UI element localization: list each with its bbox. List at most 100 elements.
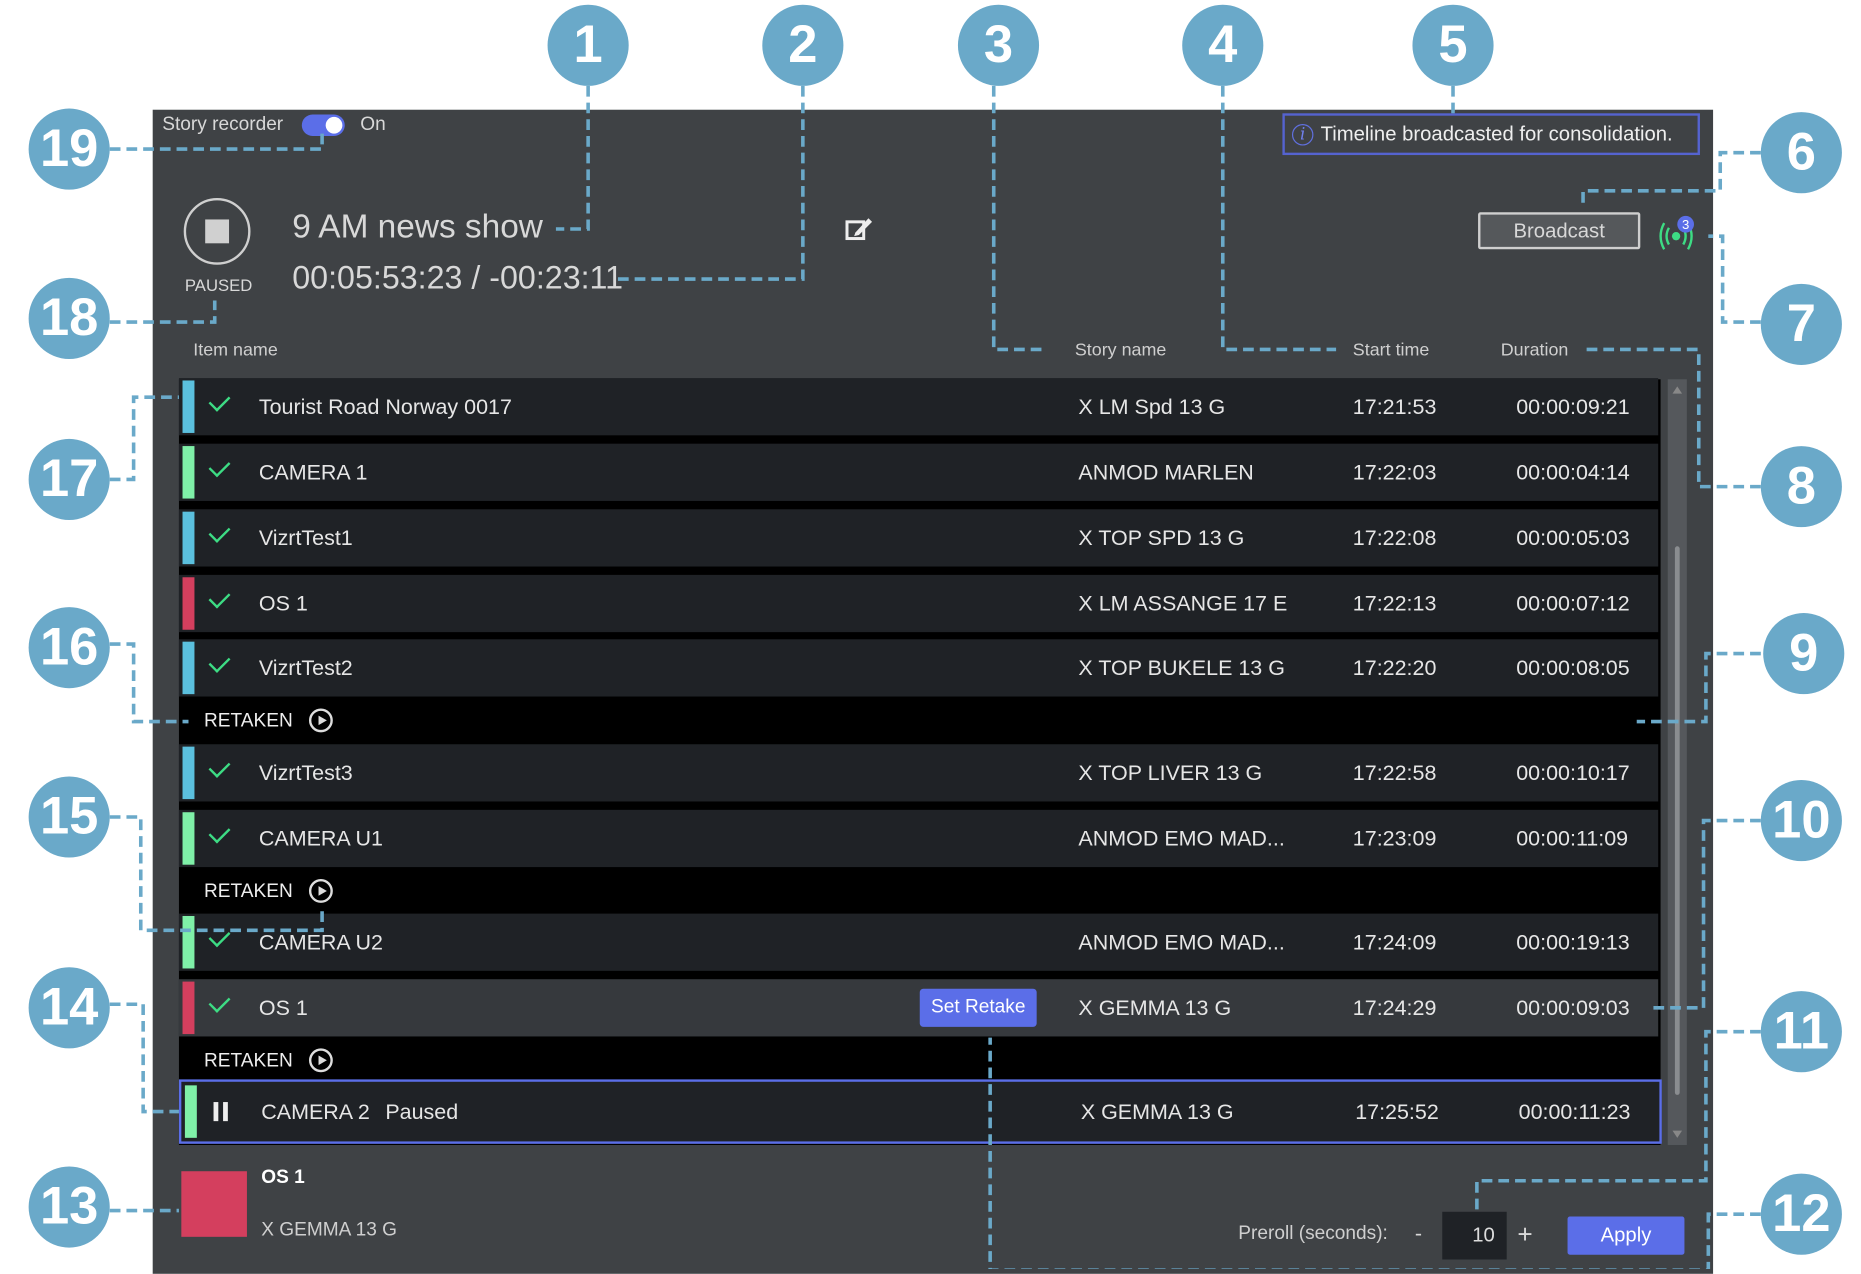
story-name: ANMOD MARLEN: [1078, 460, 1254, 485]
scroll-down-icon[interactable]: [1672, 1130, 1683, 1138]
preroll-decrement-button[interactable]: -: [1414, 1221, 1422, 1246]
callout-marker: 4: [1182, 4, 1264, 86]
item-color-bar: [182, 577, 195, 630]
story-name: X TOP LIVER 13 G: [1078, 760, 1263, 785]
list-item[interactable]: VizrtTest2 X TOP BUKELE 13 G 17:22:20 00:00…: [178, 639, 1659, 697]
item-name: OS 1: [258, 591, 308, 616]
start-time: 17:22:20: [1352, 655, 1437, 680]
callout-marker: 7: [1760, 283, 1842, 365]
item-name: VizrtTest1: [258, 525, 353, 550]
start-time: 17:21:53: [1352, 394, 1437, 419]
callout-marker: 3: [957, 4, 1040, 86]
scrollbar-thumb[interactable]: [1674, 546, 1680, 1095]
preroll-label: Preroll (seconds):: [1238, 1223, 1388, 1244]
play-icon[interactable]: [308, 1048, 333, 1073]
item-color-bar: [182, 915, 195, 969]
story-name: X LM Spd 13 G: [1078, 394, 1226, 419]
item-color-bar: [182, 641, 195, 695]
story-name: X GEMMA 13 G: [1078, 995, 1232, 1020]
duration: 00:00:09:21: [1516, 394, 1630, 419]
list-item[interactable]: OS 1 X LM ASSANGE 17 E 17:22:13 00:00:07:12: [178, 574, 1659, 633]
retaken-marker: RETAKEN: [179, 699, 1658, 744]
duration: 00:00:19:13: [1516, 930, 1630, 955]
item-name: CAMERA 2: [261, 1099, 370, 1124]
list-item[interactable]: CAMERA U1 ANMOD EMO MAD... 17:23:09 00:00:1…: [178, 809, 1659, 868]
play-icon[interactable]: [308, 879, 333, 903]
callout-marker: 1: [547, 4, 629, 86]
callout-marker: 5: [1412, 4, 1494, 86]
list-item[interactable]: Tourist Road Norway 0017 X LM Spd 13 G 17:…: [178, 378, 1659, 436]
item-color-bar: [182, 981, 195, 1035]
start-time: 17:22:03: [1352, 460, 1437, 485]
story-name: X TOP SPD 13 G: [1078, 525, 1245, 550]
callout-marker: 11: [1760, 991, 1842, 1073]
edit-icon[interactable]: [845, 215, 874, 244]
duration: 00:00:11:23: [1518, 1099, 1631, 1124]
callout-marker: 12: [1760, 1173, 1842, 1255]
item-color-bar: [182, 746, 195, 800]
list-item[interactable]: VizrtTest3 X TOP LIVER 13 G 17:22:58 00:00:…: [178, 744, 1659, 802]
callout-marker: 14: [28, 967, 110, 1049]
column-header-item-name[interactable]: Item name: [193, 339, 278, 361]
story-name: X GEMMA 13 G: [1080, 1099, 1234, 1124]
scroll-up-icon[interactable]: [1672, 386, 1683, 394]
pause-icon: [213, 1102, 219, 1122]
start-time: 17:22:08: [1352, 525, 1437, 550]
callout-marker: 2: [762, 4, 844, 86]
show-timecode: 00:05:53:23 / -00:23:11: [292, 260, 623, 296]
story-name: X LM ASSANGE 17 E: [1078, 591, 1288, 616]
show-title: 9 AM news show: [292, 207, 543, 245]
duration: 00:00:10:17: [1516, 760, 1630, 785]
preroll-increment-button[interactable]: +: [1517, 1218, 1533, 1249]
item-color-bar: [182, 812, 195, 865]
duration: 00:00:05:03: [1516, 525, 1630, 550]
apply-button[interactable]: Apply: [1567, 1216, 1685, 1255]
start-time: 17:23:09: [1352, 826, 1437, 851]
broadcast-button[interactable]: Broadcast: [1478, 212, 1641, 250]
list-item[interactable]: CAMERA 1 ANMOD MARLEN 17:22:03 00:00:04:14: [178, 443, 1659, 501]
duration: 00:00:07:12: [1516, 591, 1630, 616]
item-name: CAMERA 1: [258, 460, 368, 485]
column-header-duration[interactable]: Duration: [1500, 339, 1569, 361]
play-icon[interactable]: [308, 708, 333, 733]
info-icon: i: [1291, 123, 1314, 145]
stop-button[interactable]: [183, 197, 251, 265]
item-color-bar: [182, 446, 195, 499]
list-item[interactable]: VizrtTest1 X TOP SPD 13 G 17:22:08 00:00:05…: [178, 509, 1659, 567]
story-recorder-label: Story recorder: [162, 114, 284, 135]
start-time: 17:24:09: [1352, 930, 1437, 955]
column-header-story-name[interactable]: Story name: [1074, 339, 1167, 361]
item-status: Paused: [385, 1099, 459, 1124]
scrollbar[interactable]: [1667, 379, 1687, 1145]
duration: 00:00:09:03: [1516, 995, 1630, 1020]
toggle-state-label: On: [360, 114, 386, 135]
callout-marker: 17: [28, 438, 110, 521]
story-recorder-toggle[interactable]: [301, 114, 345, 136]
column-header-start-time[interactable]: Start time: [1352, 339, 1430, 361]
callout-marker: 18: [28, 277, 110, 360]
start-time: 17:22:58: [1352, 760, 1437, 785]
preroll-input[interactable]: 10: [1442, 1211, 1507, 1260]
callout-marker: 10: [1760, 780, 1842, 862]
callout-marker: 9: [1763, 613, 1845, 695]
duration: 00:00:08:05: [1516, 655, 1630, 680]
item-color-bar: [184, 1085, 197, 1138]
callout-marker: 16: [28, 607, 110, 689]
story-name: ANMOD EMO MAD...: [1078, 930, 1285, 955]
retaken-marker: RETAKEN: [179, 869, 1658, 914]
callout-marker: 8: [1760, 446, 1842, 528]
set-retake-button[interactable]: Set Retake: [919, 988, 1037, 1027]
list-item[interactable]: CAMERA U2 ANMOD EMO MAD... 17:24:09 00:00:1…: [178, 913, 1659, 971]
list-item[interactable]: OS 1 Set Retake X GEMMA 13 G 17:24:29 00:00:…: [178, 979, 1659, 1037]
callout-marker: 6: [1760, 112, 1842, 194]
broadcast-signal-icon[interactable]: 3: [1653, 215, 1701, 253]
recording-status: PAUSED: [184, 275, 253, 295]
retaken-label: RETAKEN: [203, 881, 293, 902]
item-name: VizrtTest3: [258, 760, 353, 785]
notification-banner: i Timeline broadcasted for consolidation.: [1282, 113, 1700, 156]
retaken-label: RETAKEN: [203, 710, 293, 732]
item-name: CAMERA U2: [258, 930, 383, 955]
list-item[interactable]: CAMERA 2 Paused X GEMMA 13 G 17:25:52 00:00:…: [178, 1079, 1662, 1144]
next-item-color-swatch: [181, 1171, 247, 1237]
